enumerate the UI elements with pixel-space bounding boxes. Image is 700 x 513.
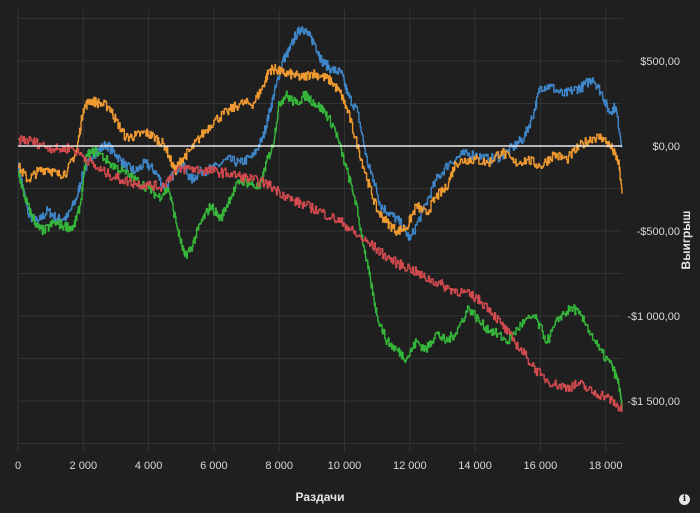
- y-axis-title: Выигрыш: [679, 211, 693, 270]
- series-line-3: [17, 90, 623, 410]
- y-tick-label: $500,00: [640, 56, 680, 68]
- x-tick-label: 2 000: [70, 460, 98, 472]
- x-tick-label: 18 000: [589, 460, 623, 472]
- info-icon[interactable]: i: [679, 494, 690, 505]
- series-line-1: [18, 26, 623, 241]
- y-tick-label: -$1 000,00: [627, 311, 680, 323]
- y-axis: $500,00 $0,00 -$500,00 -$1 000,00 -$1 500,00: [627, 56, 680, 408]
- x-tick-label: 12 000: [393, 460, 427, 472]
- x-tick-label: 6 000: [200, 460, 228, 472]
- y-tick-label: -$1 500,00: [627, 396, 680, 408]
- series-layer: [17, 26, 623, 413]
- series-line-2: [18, 64, 623, 236]
- x-tick-label: 0: [15, 460, 21, 472]
- x-axis-title: Раздачи: [296, 490, 345, 504]
- x-tick-label: 8 000: [265, 460, 293, 472]
- y-tick-label: $0,00: [652, 141, 680, 153]
- x-tick-label: 14 000: [458, 460, 492, 472]
- x-axis: 0 2 000 4 000 6 000 8 000 10 000 12 000 14 000 1…: [15, 460, 623, 472]
- x-tick-label: 4 000: [135, 460, 163, 472]
- series-line-4: [18, 135, 623, 413]
- y-tick-label: -$500,00: [637, 226, 680, 238]
- x-tick-label: 10 000: [328, 460, 362, 472]
- x-tick-label: 16 000: [524, 460, 558, 472]
- grid: [17, 10, 622, 452]
